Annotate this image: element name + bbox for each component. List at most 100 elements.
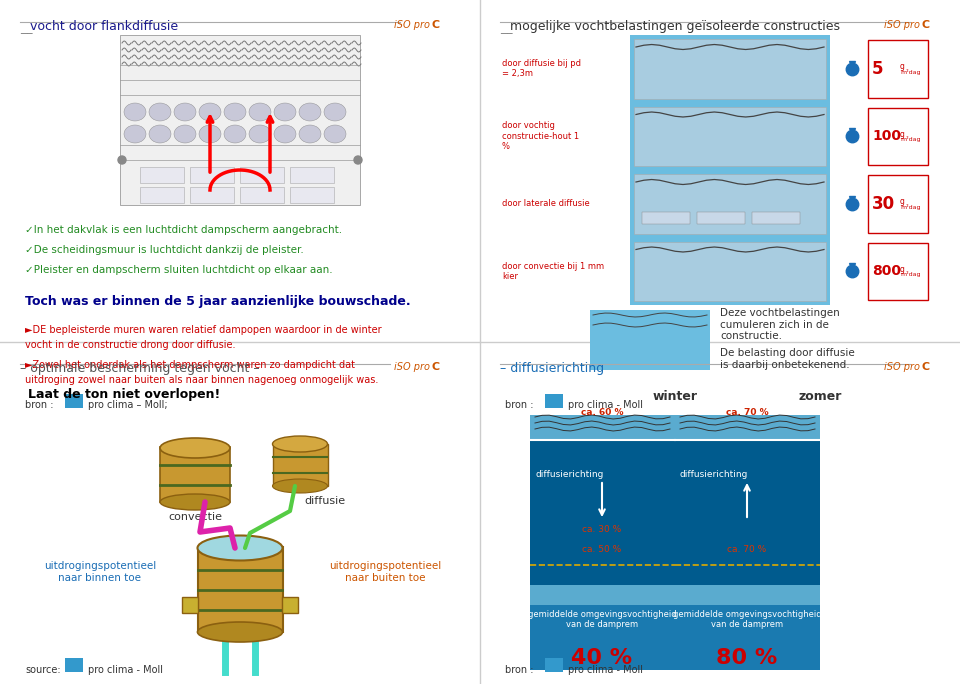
- Ellipse shape: [160, 494, 230, 510]
- Ellipse shape: [299, 125, 321, 143]
- FancyBboxPatch shape: [190, 187, 234, 203]
- Text: C: C: [922, 20, 930, 30]
- Text: ca. 70 %: ca. 70 %: [726, 408, 768, 417]
- FancyBboxPatch shape: [545, 658, 563, 672]
- Circle shape: [118, 156, 126, 164]
- FancyBboxPatch shape: [634, 241, 826, 301]
- FancyBboxPatch shape: [282, 597, 298, 613]
- FancyBboxPatch shape: [140, 187, 184, 203]
- FancyBboxPatch shape: [675, 605, 820, 670]
- FancyBboxPatch shape: [675, 415, 820, 440]
- FancyBboxPatch shape: [240, 187, 284, 203]
- Text: g: g: [900, 197, 905, 207]
- Text: g: g: [900, 62, 905, 71]
- Ellipse shape: [249, 125, 271, 143]
- Text: bron :: bron :: [505, 665, 534, 675]
- Text: g: g: [900, 265, 905, 274]
- Text: __: __: [500, 20, 516, 33]
- Text: door convectie bij 1 mm
kier: door convectie bij 1 mm kier: [502, 261, 604, 281]
- Text: iSO pro: iSO pro: [394, 362, 430, 372]
- FancyBboxPatch shape: [190, 167, 234, 183]
- FancyBboxPatch shape: [634, 107, 826, 166]
- Text: Deze vochtbelastingen
cumuleren zich in de
constructie.: Deze vochtbelastingen cumuleren zich in …: [720, 308, 840, 341]
- FancyBboxPatch shape: [198, 547, 283, 632]
- FancyBboxPatch shape: [240, 167, 284, 183]
- Text: pro clima - Moll: pro clima - Moll: [88, 665, 163, 675]
- FancyBboxPatch shape: [120, 35, 360, 205]
- FancyBboxPatch shape: [868, 107, 928, 165]
- FancyBboxPatch shape: [630, 35, 830, 305]
- Ellipse shape: [124, 125, 146, 143]
- Ellipse shape: [299, 103, 321, 121]
- Text: gemiddelde omgevingsvochtigheid
van de damprem: gemiddelde omgevingsvochtigheid van de d…: [528, 610, 676, 629]
- Text: ✓In het dakvlak is een luchtdicht dampscherm aangebracht.: ✓In het dakvlak is een luchtdicht dampsc…: [25, 225, 342, 235]
- Text: ✓De scheidingsmuur is luchtdicht dankzij de pleister.: ✓De scheidingsmuur is luchtdicht dankzij…: [25, 245, 303, 255]
- Text: ca. 50 %: ca. 50 %: [583, 546, 622, 555]
- Circle shape: [354, 156, 362, 164]
- Text: convectie: convectie: [168, 512, 222, 522]
- FancyBboxPatch shape: [530, 585, 675, 605]
- FancyBboxPatch shape: [642, 211, 690, 224]
- Text: m²dag: m²dag: [900, 69, 921, 75]
- FancyBboxPatch shape: [290, 187, 334, 203]
- Text: C: C: [432, 362, 440, 372]
- Text: door diffusie bij pd
= 2,3m: door diffusie bij pd = 2,3m: [502, 59, 581, 79]
- Ellipse shape: [274, 125, 296, 143]
- FancyBboxPatch shape: [530, 605, 675, 670]
- FancyBboxPatch shape: [752, 211, 800, 224]
- FancyBboxPatch shape: [590, 310, 710, 370]
- Text: ►DE bepleisterde muren waren relatief dampopen waardoor in de winter: ►DE bepleisterde muren waren relatief da…: [25, 325, 382, 335]
- FancyBboxPatch shape: [290, 167, 334, 183]
- Text: 100: 100: [872, 129, 901, 143]
- Text: bron :: bron :: [25, 400, 54, 410]
- Text: 30: 30: [872, 195, 895, 213]
- Text: mogelijke vochtbelastingen geïsoleerde constructies: mogelijke vochtbelastingen geïsoleerde c…: [510, 20, 840, 33]
- Ellipse shape: [149, 125, 171, 143]
- Text: source:: source:: [25, 665, 60, 675]
- FancyBboxPatch shape: [634, 39, 826, 98]
- Text: De belasting door diffusie
is daarbij onbetekenend.: De belasting door diffusie is daarbij on…: [720, 348, 854, 369]
- Text: Toch was er binnen de 5 jaar aanzienlijke bouwschade.: Toch was er binnen de 5 jaar aanzienlijk…: [25, 295, 411, 308]
- Text: pro clima - Moll: pro clima - Moll: [568, 400, 643, 410]
- Text: door laterale diffusie: door laterale diffusie: [502, 199, 589, 208]
- FancyBboxPatch shape: [868, 40, 928, 98]
- FancyBboxPatch shape: [530, 415, 675, 440]
- Text: gemiddelde omgevingsvochtigheid
van de damprem: gemiddelde omgevingsvochtigheid van de d…: [673, 610, 822, 629]
- Text: – diffusierichting: – diffusierichting: [500, 362, 604, 375]
- Ellipse shape: [324, 103, 346, 121]
- Ellipse shape: [224, 103, 246, 121]
- Text: ►Zowel het onderdak als het dampscherm waren zo dampdicht dat: ►Zowel het onderdak als het dampscherm w…: [25, 360, 355, 370]
- Text: pro clima – Moll;: pro clima – Moll;: [88, 400, 168, 410]
- Ellipse shape: [249, 103, 271, 121]
- FancyBboxPatch shape: [65, 658, 83, 672]
- FancyBboxPatch shape: [182, 597, 198, 613]
- Text: winter: winter: [653, 390, 698, 403]
- Ellipse shape: [199, 103, 221, 121]
- Ellipse shape: [160, 438, 230, 458]
- Text: diffusie: diffusie: [304, 496, 346, 506]
- Text: iSO pro: iSO pro: [884, 20, 920, 30]
- FancyBboxPatch shape: [140, 167, 184, 183]
- Ellipse shape: [174, 103, 196, 121]
- Ellipse shape: [224, 125, 246, 143]
- FancyBboxPatch shape: [634, 174, 826, 233]
- FancyBboxPatch shape: [273, 444, 328, 486]
- Text: C: C: [922, 362, 930, 372]
- Ellipse shape: [324, 125, 346, 143]
- FancyBboxPatch shape: [675, 585, 820, 605]
- Text: 800: 800: [872, 264, 901, 278]
- Text: ca. 30 %: ca. 30 %: [583, 525, 622, 534]
- Ellipse shape: [149, 103, 171, 121]
- FancyBboxPatch shape: [675, 440, 820, 585]
- Text: zomer: zomer: [799, 390, 842, 403]
- Text: m²dag: m²dag: [900, 272, 921, 277]
- FancyBboxPatch shape: [697, 211, 745, 224]
- Text: 5: 5: [872, 60, 883, 78]
- Text: 40 %: 40 %: [571, 648, 633, 668]
- Text: uitdrogingspotentieel
naar buiten toe: uitdrogingspotentieel naar buiten toe: [329, 561, 442, 583]
- Text: diffusierichting: diffusierichting: [680, 470, 749, 479]
- Text: door vochtig
constructie-hout 1
%: door vochtig constructie-hout 1 %: [502, 121, 579, 151]
- Text: m²dag: m²dag: [900, 204, 921, 210]
- Ellipse shape: [199, 125, 221, 143]
- Text: Laat de ton niet overlopen!: Laat de ton niet overlopen!: [28, 388, 220, 401]
